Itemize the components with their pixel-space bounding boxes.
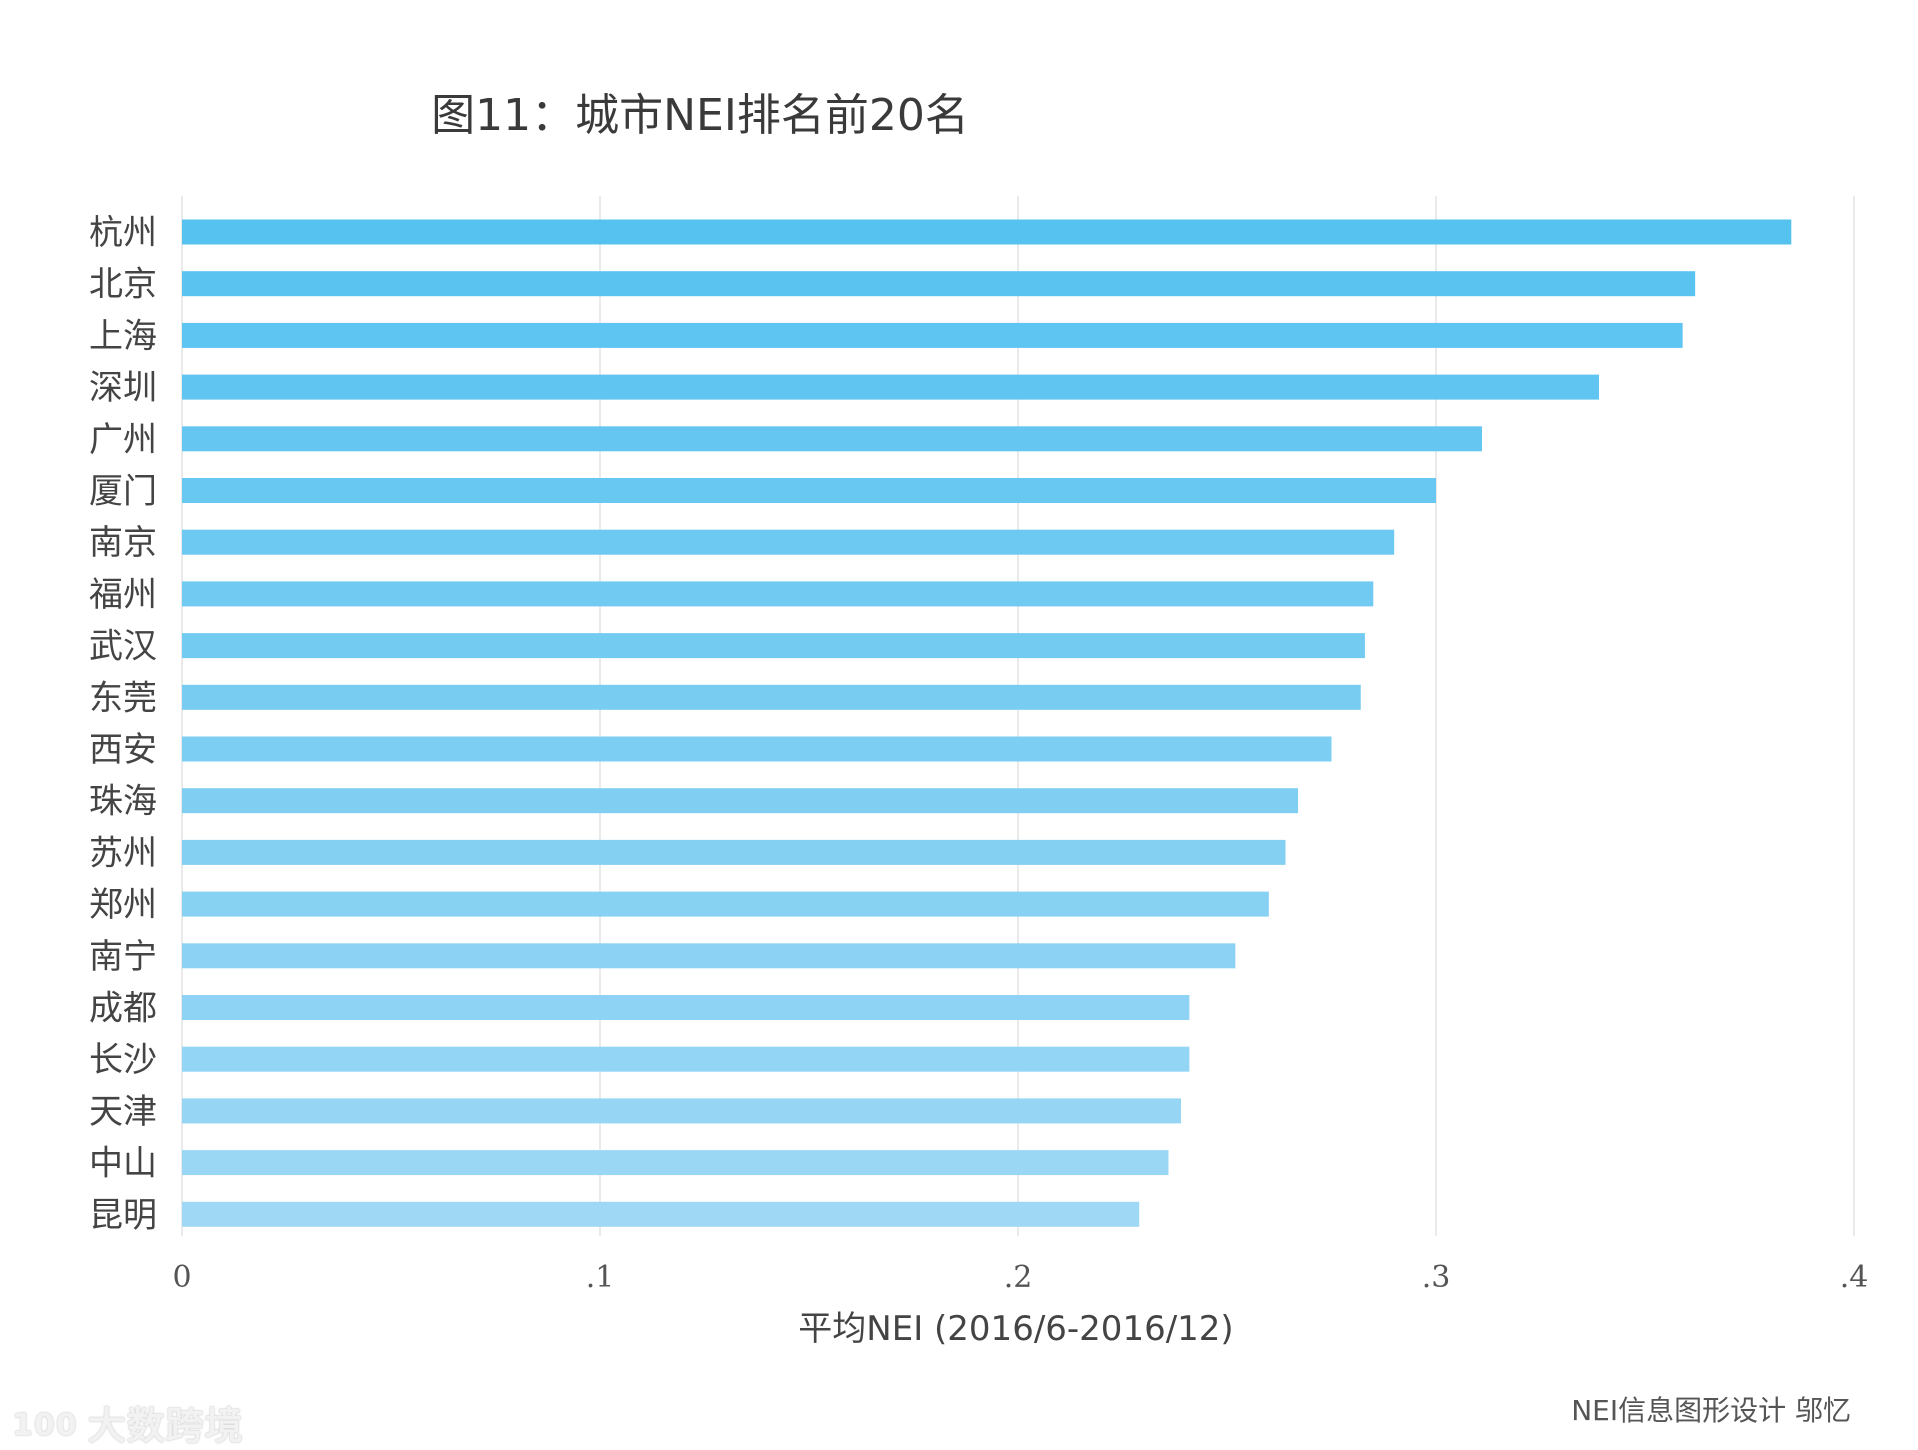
category-label-5: 厦门 (89, 472, 157, 512)
category-label-6: 南京 (89, 523, 157, 563)
bar-7 (182, 581, 1374, 607)
bar-11 (182, 788, 1299, 814)
bar-4 (182, 426, 1482, 452)
category-label-15: 成都 (89, 989, 157, 1029)
category-label-0: 杭州 (89, 213, 157, 253)
category-label-17: 天津 (89, 1092, 157, 1132)
category-label-3: 深圳 (89, 368, 157, 408)
category-label-2: 上海 (89, 316, 157, 356)
bar-8 (182, 633, 1365, 659)
bar-5 (182, 478, 1436, 503)
category-label-19: 昆明 (89, 1195, 157, 1235)
bars (182, 219, 1792, 1227)
category-label-10: 西安 (89, 730, 157, 770)
bar-0 (182, 219, 1792, 245)
watermark-logo-icon: 100 (12, 1408, 78, 1443)
bar-9 (182, 684, 1361, 710)
watermark-logo: 100 大数跨境 (12, 1395, 252, 1448)
bar-19 (182, 1201, 1140, 1227)
category-label-16: 长沙 (89, 1040, 157, 1080)
bar-14 (182, 943, 1236, 969)
category-label-12: 苏州 (89, 833, 157, 873)
bar-10 (182, 736, 1332, 762)
designer-credit: NEI信息图形设计 邬忆 (1571, 1394, 1851, 1427)
category-label-7: 福州 (89, 575, 157, 615)
category-label-18: 中山 (89, 1144, 157, 1184)
x-tick-label-2: .2 (1004, 1260, 1033, 1295)
bar-15 (182, 995, 1190, 1020)
bar-1 (182, 271, 1696, 297)
bar-16 (182, 1046, 1190, 1072)
bar-17 (182, 1098, 1182, 1124)
x-tick-labels: 0 .1 .2 .3 .4 (172, 1260, 1868, 1295)
x-tick-label-0: 0 (172, 1260, 191, 1295)
bar-3 (182, 374, 1600, 400)
category-label-13: 郑州 (89, 885, 157, 925)
category-label-9: 东莞 (89, 678, 157, 718)
category-label-4: 广州 (89, 420, 157, 460)
x-tick-label-1: .1 (586, 1260, 615, 1295)
x-tick-label-3: .3 (1422, 1260, 1451, 1295)
bar-18 (182, 1150, 1169, 1176)
x-axis-label: 平均NEI (2016/6-2016/12) (798, 1309, 1233, 1349)
category-label-8: 武汉 (89, 627, 157, 667)
bar-13 (182, 891, 1269, 917)
watermark-text: 大数跨境 (87, 1404, 244, 1448)
gridlines (181, 196, 1855, 1236)
bar-12 (182, 839, 1286, 865)
chart-title: 图11：城市NEI排名前20名 (431, 90, 969, 141)
bar-6 (182, 529, 1395, 555)
category-label-1: 北京 (89, 265, 157, 305)
x-tick-label-4: .4 (1840, 1260, 1869, 1295)
category-label-11: 珠海 (89, 782, 157, 822)
bar-2 (182, 322, 1683, 348)
category-label-14: 南宁 (89, 937, 157, 977)
